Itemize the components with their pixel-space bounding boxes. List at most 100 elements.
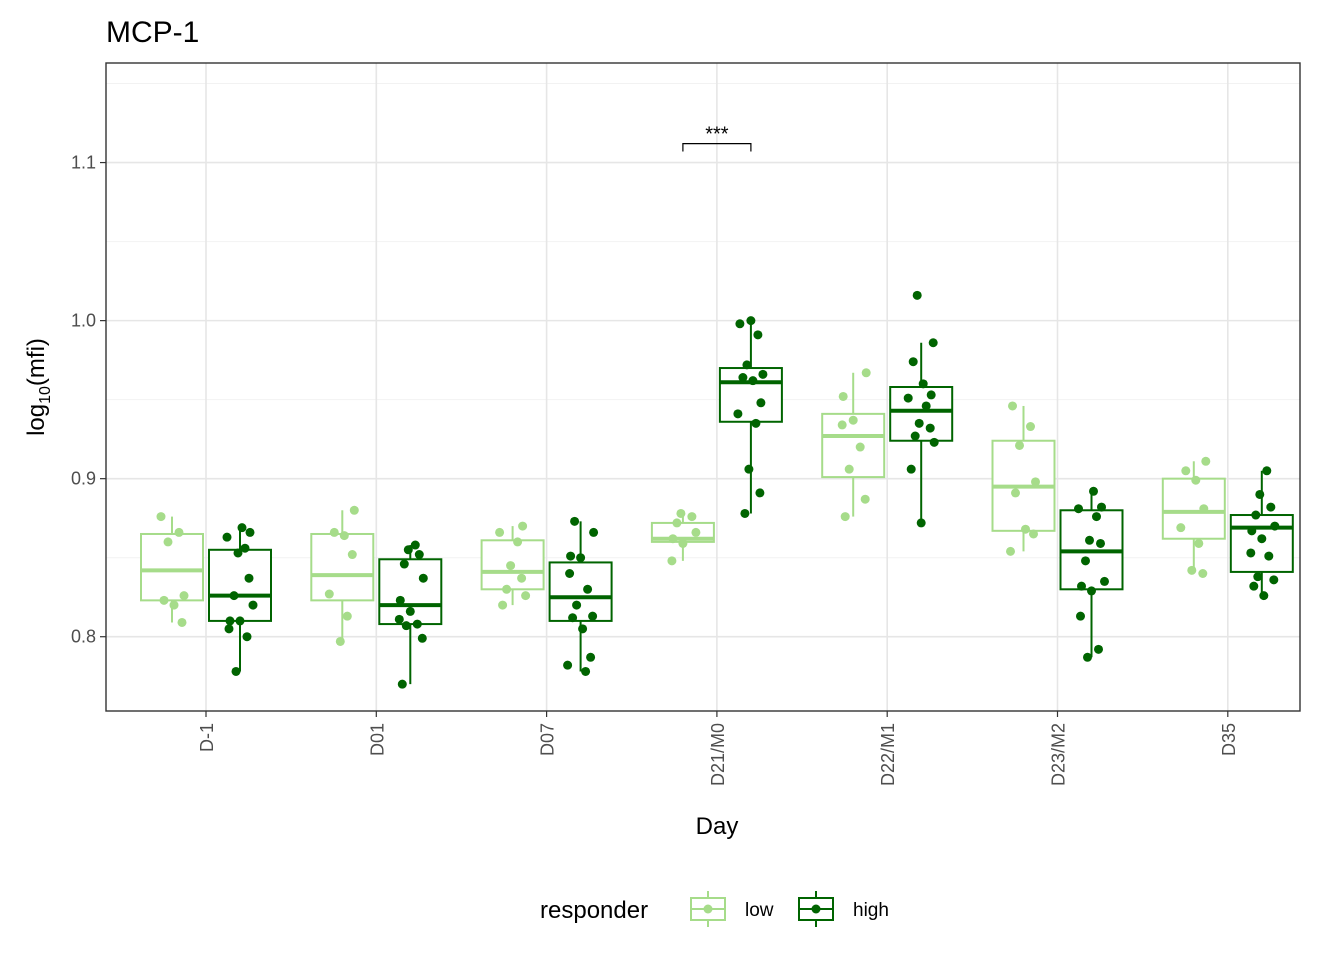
data-point-low [517, 573, 527, 583]
data-point-high [1076, 611, 1085, 621]
data-point-low [848, 415, 858, 425]
data-point-high [1255, 489, 1265, 499]
data-point-high [401, 621, 411, 631]
box-high [889, 342, 954, 523]
data-point-low [169, 600, 179, 610]
y-tick-label: 0.8 [71, 627, 96, 647]
data-point-high [576, 553, 586, 563]
data-point-high [403, 545, 413, 555]
data-point-high [410, 540, 420, 550]
y-tick-label: 1.0 [71, 311, 96, 331]
data-point-high [233, 548, 243, 558]
data-point-high [756, 398, 766, 408]
data-point-high [1096, 538, 1105, 548]
data-point-high [1262, 466, 1272, 476]
data-point-low [672, 518, 682, 528]
data-point-low [324, 589, 334, 599]
data-point-high [225, 616, 235, 626]
data-point-low [159, 595, 169, 605]
data-point-low [1008, 401, 1017, 411]
data-point-high [910, 431, 920, 441]
box-low [1161, 461, 1226, 574]
data-point-high [1100, 576, 1109, 586]
data-point-low [855, 442, 865, 452]
data-point-high [928, 338, 938, 348]
x-tick-label: D22/M1 [878, 723, 898, 786]
data-point-high [1264, 551, 1274, 561]
legend-key-point [811, 904, 821, 914]
legend: responder low high [540, 891, 889, 927]
data-point-high [1269, 575, 1279, 585]
data-point-low [329, 527, 339, 537]
significance-bracket [682, 143, 752, 152]
data-point-high [1266, 502, 1276, 512]
data-point-low [1026, 422, 1035, 432]
y-tick-label: 1.1 [71, 153, 96, 173]
data-point-high [1253, 572, 1263, 582]
box-body [718, 367, 783, 423]
data-point-low [691, 527, 701, 537]
data-point-high [916, 518, 926, 528]
data-point-high [908, 357, 918, 367]
data-point-high [918, 379, 928, 389]
data-point-low [861, 368, 871, 378]
data-point-high [751, 418, 761, 428]
box-body [889, 386, 954, 442]
data-point-high [397, 679, 407, 689]
data-point-high [755, 488, 765, 498]
data-point-low [1201, 456, 1211, 466]
grid-lines [106, 63, 1300, 711]
data-point-high [906, 464, 916, 474]
data-point-high [740, 508, 750, 518]
x-axis-title: Day [696, 813, 739, 840]
data-point-high [565, 568, 575, 578]
y-axis-title: log10(mfi) [23, 338, 54, 436]
data-point-low [1021, 524, 1030, 534]
box-body [310, 532, 375, 602]
data-point-high [235, 616, 245, 626]
data-point-high [1074, 504, 1083, 514]
significance-label: *** [705, 124, 729, 146]
y-axis-title-tail: (mfi) [23, 338, 50, 386]
data-point-low [342, 611, 352, 621]
data-point-high [224, 624, 234, 634]
data-point-high [735, 319, 745, 329]
data-point-high [1247, 526, 1257, 536]
legend-title: responder [540, 897, 648, 924]
data-point-high [746, 316, 756, 326]
legend-label-low: low [745, 900, 774, 921]
legend-key-point [703, 904, 713, 914]
data-point-high [914, 418, 924, 428]
data-point-high [1077, 581, 1086, 591]
data-point-low [156, 512, 166, 522]
data-point-low [860, 494, 870, 504]
y-axis-title-subscript: 10 [37, 386, 54, 404]
data-point-low [1015, 440, 1024, 450]
data-point-high [921, 401, 931, 411]
data-point-high [563, 660, 573, 670]
x-tick-label: D35 [1219, 723, 1239, 756]
data-point-high [926, 390, 936, 400]
data-point-low [844, 464, 854, 474]
legend-key-low [690, 891, 726, 927]
data-point-low [518, 521, 528, 531]
data-point-high [1270, 521, 1280, 531]
data-point-low [163, 537, 173, 547]
data-point-high [222, 532, 232, 542]
data-point-high [742, 360, 752, 370]
chart-title: MCP-1 [106, 16, 199, 49]
data-point-low [502, 584, 512, 594]
box-low [310, 510, 375, 642]
data-point-high [1087, 586, 1096, 596]
data-point-low [1176, 523, 1186, 533]
data-point-low [1006, 546, 1015, 556]
data-point-high [903, 393, 913, 403]
data-point-low [687, 512, 697, 522]
x-tick-label: D-1 [197, 723, 217, 752]
x-tick-label: D23/M2 [1049, 723, 1069, 786]
data-point-high [1092, 512, 1101, 522]
data-point-high [758, 369, 768, 379]
box-body [548, 561, 613, 622]
box-low [650, 513, 715, 561]
x-tick-label: D01 [367, 723, 387, 756]
